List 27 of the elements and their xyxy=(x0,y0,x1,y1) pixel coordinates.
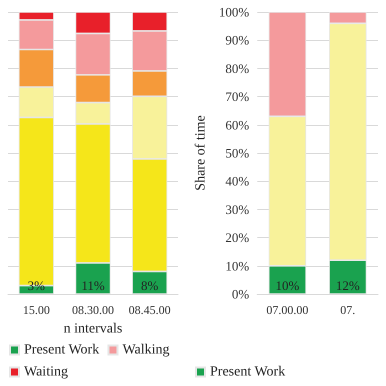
x-tick-label: 15.00 xyxy=(22,303,50,317)
data-label: 11% xyxy=(81,278,105,293)
y-tick-label: 50% xyxy=(225,146,250,160)
y-tick-label: 10% xyxy=(225,258,250,274)
legend-label: Walking xyxy=(122,342,170,358)
legend-label: Waiting xyxy=(24,364,68,380)
y-tick-label: 40% xyxy=(225,174,250,189)
y-tick-label: 20% xyxy=(225,230,250,246)
y-axis-title: Share of time xyxy=(194,115,208,191)
data-label: 10% xyxy=(276,278,300,293)
x-axis-title: n intervals xyxy=(64,322,122,336)
y-tick-label: 30% xyxy=(225,202,250,217)
x-tick-label: 07.00.00 xyxy=(266,303,308,317)
legend-label: Present Work xyxy=(24,342,100,358)
legend-label: Present Work xyxy=(210,364,286,380)
y-tick-label: 60% xyxy=(225,117,250,132)
y-tick-label: 0% xyxy=(232,286,250,302)
y-tick-label: 100% xyxy=(218,4,250,20)
data-label: 3% xyxy=(28,278,46,293)
y-tick-label: 80% xyxy=(225,60,250,76)
y-tick-label: 90% xyxy=(225,32,250,48)
data-label: 12% xyxy=(336,278,360,293)
data-label: 8% xyxy=(140,278,158,293)
x-tick-label: 08.30.00 xyxy=(72,303,114,317)
y-tick-label: 70% xyxy=(225,89,250,104)
x-tick-label: 08.45.00 xyxy=(128,303,171,317)
x-tick-label: 07. xyxy=(340,303,356,317)
